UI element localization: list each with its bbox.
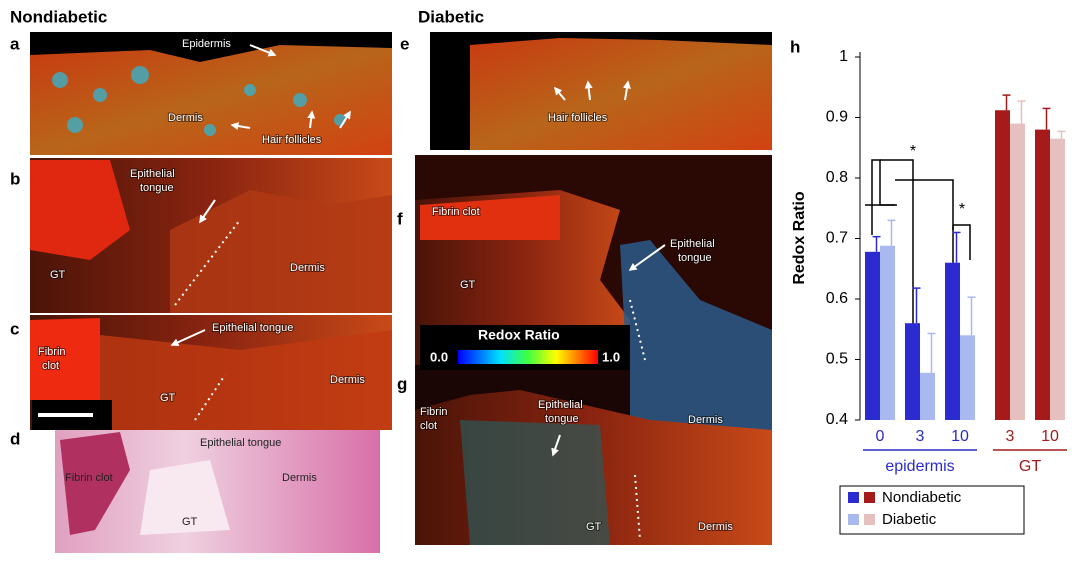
- y-tick-label: 1: [839, 48, 848, 65]
- y-tick-label: 0.6: [826, 290, 848, 307]
- x-tick-label: 3: [916, 428, 925, 445]
- group-label: epidermis: [885, 458, 954, 475]
- annotation: GT: [182, 516, 198, 528]
- texts: Nondiabetic Diabetic a b c d e f g Epide…: [10, 7, 734, 533]
- legend-swatch: [864, 492, 875, 503]
- annotation: Hair follicles: [548, 112, 608, 124]
- y-axis-label: Redox Ratio: [791, 191, 808, 285]
- annotation: Epithelial: [670, 238, 715, 250]
- annotation: clot: [420, 420, 437, 432]
- annotation: Fibrin clot: [432, 206, 480, 218]
- colorbar-title: Redox Ratio: [478, 327, 560, 343]
- legend-label: Diabetic: [882, 511, 937, 528]
- annotation: Dermis: [688, 414, 723, 426]
- panel-label: d: [10, 429, 20, 448]
- bar: [995, 110, 1010, 421]
- bar: [905, 323, 920, 420]
- annotation: clot: [42, 360, 59, 372]
- annotation: Epithelial: [130, 168, 175, 180]
- annotation: Epidermis: [182, 38, 231, 50]
- annotation: tongue: [678, 252, 712, 264]
- bar: [1050, 138, 1065, 421]
- annotation: GT: [586, 521, 602, 533]
- arrows: [170, 44, 666, 541]
- significance: *: [910, 143, 916, 160]
- annotation: Fibrin clot: [65, 472, 113, 484]
- panel-label: h: [790, 37, 800, 56]
- annotation: GT: [460, 279, 476, 291]
- y-tick-label: 0.4: [826, 411, 848, 428]
- y-tick-label: 0.5: [826, 351, 848, 368]
- legend-swatch: [848, 492, 859, 503]
- title: Nondiabetic: [10, 7, 107, 26]
- annotation: Fibrin: [420, 406, 448, 418]
- legend-swatch: [848, 514, 859, 525]
- bar: [960, 335, 975, 420]
- bar: [945, 262, 960, 420]
- panel-label: a: [10, 34, 20, 53]
- images: [30, 32, 772, 553]
- y-tick-label: 0.8: [826, 169, 848, 186]
- annotation: Epithelial tongue: [200, 437, 281, 449]
- x-tick-label: 0: [876, 428, 885, 445]
- annotation: Dermis: [290, 262, 325, 274]
- annotation: Hair follicles: [262, 134, 322, 146]
- significance: *: [959, 201, 965, 218]
- legend-swatch: [864, 514, 875, 525]
- panel-label: e: [400, 34, 409, 53]
- bar: [880, 245, 895, 420]
- colorbar-min: 0.0: [430, 349, 448, 364]
- annotation: Epithelial: [538, 399, 583, 411]
- bar: [920, 372, 935, 420]
- x-tick-label: 10: [951, 428, 969, 445]
- annotation: Dermis: [698, 521, 733, 533]
- annotation: GT: [160, 392, 176, 404]
- panel-label: c: [10, 319, 19, 338]
- annotation: Dermis: [168, 112, 203, 124]
- panel-label: g: [397, 374, 407, 393]
- bar: [1035, 129, 1050, 420]
- legend-label: Nondiabetic: [882, 489, 962, 506]
- y-tick-label: 0.9: [826, 109, 848, 126]
- group-label: GT: [1019, 458, 1041, 475]
- annotation: GT: [50, 269, 66, 281]
- x-tick-label: 10: [1041, 428, 1059, 445]
- annotation: Dermis: [330, 374, 365, 386]
- colorbar-max: 1.0: [602, 349, 620, 364]
- bar: [1010, 123, 1025, 421]
- annotation: tongue: [140, 182, 174, 194]
- bar: [865, 251, 880, 420]
- title: Diabetic: [418, 7, 484, 26]
- annotation: Fibrin: [38, 346, 66, 358]
- annotation: tongue: [545, 413, 579, 425]
- panel-label: b: [10, 169, 20, 188]
- y-tick-label: 0.7: [826, 230, 848, 247]
- annotation: Dermis: [282, 472, 317, 484]
- x-tick-label: 3: [1006, 428, 1015, 445]
- panel-label: f: [397, 209, 403, 228]
- annotation: Epithelial tongue: [212, 322, 293, 334]
